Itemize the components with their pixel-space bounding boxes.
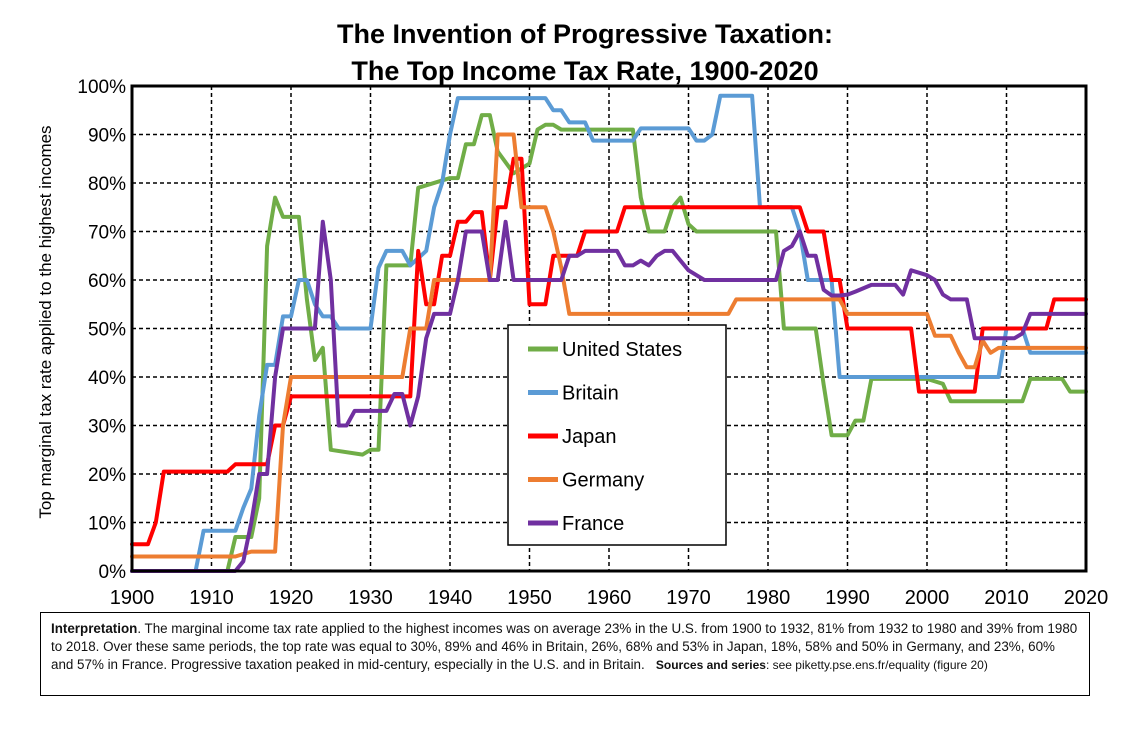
interpretation-note: Interpretation. The marginal income tax …	[40, 612, 1090, 696]
note-text: . The marginal income tax rate applied t…	[51, 621, 1078, 672]
x-tick-label: 2000	[905, 587, 950, 609]
x-tick-label: 1950	[507, 587, 552, 609]
chart-title: The Invention of Progressive Taxation:	[337, 19, 833, 49]
legend: United States Britain Japan Germany France	[507, 324, 727, 546]
x-tick-label: 1920	[269, 587, 314, 609]
series-line-germany	[130, 132, 1088, 559]
y-tick-label: 90%	[88, 126, 126, 147]
legend-label: Germany	[562, 470, 644, 492]
x-tick-label: 1910	[189, 587, 234, 609]
x-tick-label: 1980	[746, 587, 791, 609]
y-tick-label: 10%	[88, 514, 126, 535]
plot-frame	[130, 84, 1088, 573]
x-tick-label: 2020	[1064, 587, 1109, 609]
chart-subtitle: The Top Income Tax Rate, 1900-2020	[351, 56, 818, 86]
x-tick-label: 1990	[825, 587, 870, 609]
y-tick-label: 70%	[88, 223, 126, 244]
x-tick-label: 1960	[587, 587, 632, 609]
x-tick-label: 1930	[348, 587, 393, 609]
x-tick-label: 1970	[666, 587, 711, 609]
x-tick-label: 1940	[428, 587, 473, 609]
y-tick-label: 100%	[77, 77, 126, 98]
y-tick-label: 80%	[88, 174, 126, 195]
legend-label: Britain	[562, 383, 619, 405]
y-axis-label: Top marginal tax rate applied to the hig…	[36, 125, 55, 518]
y-tick-label: 50%	[88, 320, 126, 341]
sources-text: : see piketty.pse.ens.fr/equality (figur…	[765, 658, 988, 672]
series-lines	[130, 93, 1088, 573]
sources-label: Sources and series	[655, 658, 766, 672]
y-tick-label: 30%	[88, 417, 126, 438]
y-tick-label: 40%	[88, 368, 126, 389]
series-line-france	[130, 219, 1088, 573]
x-tick-label: 1900	[110, 587, 155, 609]
y-tick-label: 20%	[88, 465, 126, 486]
legend-label: Japan	[562, 426, 617, 448]
note-label: Interpretation	[51, 621, 138, 636]
y-tick-labels: 0% 10% 20% 30% 40% 50% 60% 70% 80% 90% 100%	[77, 77, 126, 583]
legend-label: United States	[562, 339, 682, 361]
x-tick-labels: 1900 1910 1920 1930 1940 1950 1960 1970 1980 1990…	[110, 587, 1109, 609]
x-tick-label: 2010	[984, 587, 1029, 609]
y-tick-label: 60%	[88, 271, 126, 292]
legend-label: France	[562, 513, 624, 535]
y-tick-label: 0%	[99, 562, 127, 583]
tax-rate-chart: The Invention of Progressive Taxation: T…	[36, 19, 1109, 609]
